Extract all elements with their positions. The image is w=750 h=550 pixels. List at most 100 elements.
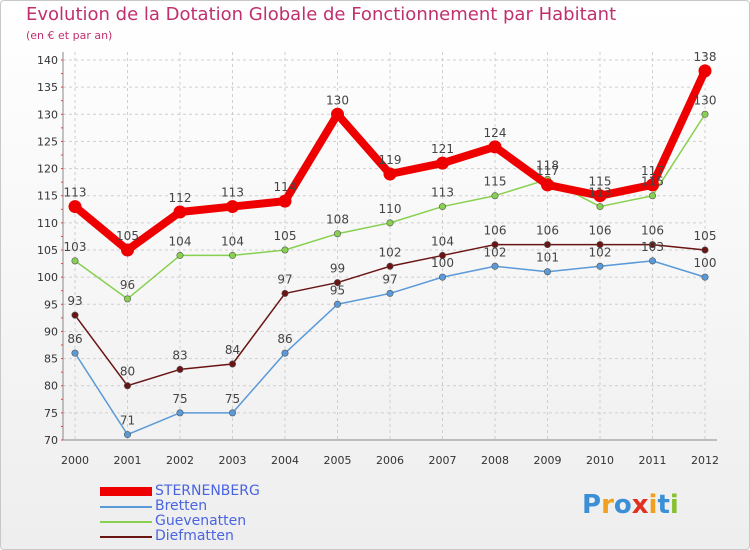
x-tick-label: 2000 <box>61 454 89 467</box>
data-point <box>596 203 604 211</box>
data-point <box>229 360 237 368</box>
data-point <box>491 262 499 270</box>
y-tick-label: 130 <box>37 108 58 121</box>
data-label: 102 <box>484 245 507 259</box>
data-label: 101 <box>536 251 559 265</box>
x-tick-label: 2008 <box>481 454 509 467</box>
data-point <box>229 251 237 259</box>
y-tick-label: 115 <box>37 190 58 203</box>
data-point <box>491 192 499 200</box>
x-tick-label: 2009 <box>534 454 562 467</box>
data-point <box>333 300 341 308</box>
data-point <box>383 167 397 181</box>
data-point <box>436 156 449 170</box>
x-tick-label: 2004 <box>271 454 299 467</box>
data-point <box>124 295 132 303</box>
y-tick-label: 125 <box>37 135 58 148</box>
data-label: 117 <box>641 164 664 178</box>
y-tick-label: 135 <box>37 81 58 94</box>
data-point <box>541 178 554 192</box>
data-label: 113 <box>221 186 244 200</box>
x-tick-label: 2010 <box>586 454 614 467</box>
data-point <box>438 251 446 259</box>
data-point <box>701 246 709 254</box>
data-label: 96 <box>120 278 135 292</box>
data-point <box>386 289 394 297</box>
data-point <box>593 189 607 203</box>
y-tick-label: 80 <box>44 380 58 393</box>
data-point <box>229 409 237 417</box>
data-label: 115 <box>589 175 612 189</box>
data-label: 138 <box>694 50 717 64</box>
data-point <box>226 200 239 214</box>
data-point <box>331 107 344 121</box>
data-point <box>281 349 289 357</box>
data-label: 106 <box>589 224 612 238</box>
data-point <box>648 241 656 249</box>
legend-swatch <box>100 536 152 538</box>
data-label: 75 <box>225 392 240 406</box>
y-tick-label: 110 <box>37 217 58 230</box>
x-tick-label: 2005 <box>324 454 352 467</box>
legend-label: STERNENBERG <box>155 483 260 499</box>
data-label: 104 <box>169 234 192 248</box>
data-label: 115 <box>484 175 507 189</box>
logo-letter: t <box>657 490 670 520</box>
data-label: 99 <box>330 262 345 276</box>
data-point <box>596 262 604 270</box>
data-label: 118 <box>536 158 559 172</box>
legend-swatch <box>100 487 152 496</box>
data-label: 105 <box>116 229 139 243</box>
y-tick-label: 100 <box>37 271 58 284</box>
legend-swatch <box>100 521 152 523</box>
data-label: 108 <box>326 213 349 227</box>
data-label: 113 <box>64 186 87 200</box>
x-tick-label: 2007 <box>429 454 457 467</box>
data-label: 117 <box>536 164 559 178</box>
data-label: 83 <box>172 348 187 362</box>
data-point <box>488 140 502 154</box>
y-tick-label: 120 <box>37 163 58 176</box>
data-label: 103 <box>64 240 87 254</box>
data-label: 100 <box>694 256 717 270</box>
y-tick-label: 75 <box>44 407 58 420</box>
data-point <box>543 268 551 276</box>
data-point <box>438 203 446 211</box>
logo-letter: i <box>669 490 679 520</box>
data-point <box>176 251 184 259</box>
data-point <box>701 273 709 281</box>
line-chart: 70 75 80 85 90 95 100 105 110 115 120 125 130 135 140 2… <box>37 50 719 467</box>
x-tick-label: 2006 <box>376 454 404 467</box>
axes: 70 75 80 85 90 95 100 105 110 115 120 125 130 135 140 2… <box>37 52 719 467</box>
legend-label: Guevenatten <box>155 513 247 529</box>
data-point <box>596 241 604 249</box>
data-label: 112 <box>169 191 192 205</box>
data-label: 93 <box>67 294 82 308</box>
data-label: 104 <box>221 234 244 248</box>
data-label: 106 <box>536 224 559 238</box>
data-point <box>386 219 394 227</box>
data-point <box>124 431 132 439</box>
data-label: 114 <box>274 180 297 194</box>
data-label: 105 <box>694 229 717 243</box>
logo-letter: P <box>582 490 602 520</box>
x-tick-label: 2012 <box>691 454 719 467</box>
x-tick-label: 2011 <box>639 454 667 467</box>
data-point <box>176 409 184 417</box>
data-label: 100 <box>431 256 454 270</box>
data-label: 106 <box>484 224 507 238</box>
y-tick-label: 90 <box>44 325 58 338</box>
data-point <box>71 349 79 357</box>
data-point <box>71 257 79 265</box>
data-label: 119 <box>379 153 402 167</box>
data-point <box>278 194 292 208</box>
data-label: 115 <box>641 175 664 189</box>
data-label: 75 <box>172 392 187 406</box>
x-tick-label: 2002 <box>166 454 194 467</box>
data-point <box>173 205 187 219</box>
series-layer <box>68 64 712 439</box>
data-point <box>281 289 289 297</box>
logo-letter: x <box>631 490 649 520</box>
x-tick-label: 2001 <box>114 454 142 467</box>
